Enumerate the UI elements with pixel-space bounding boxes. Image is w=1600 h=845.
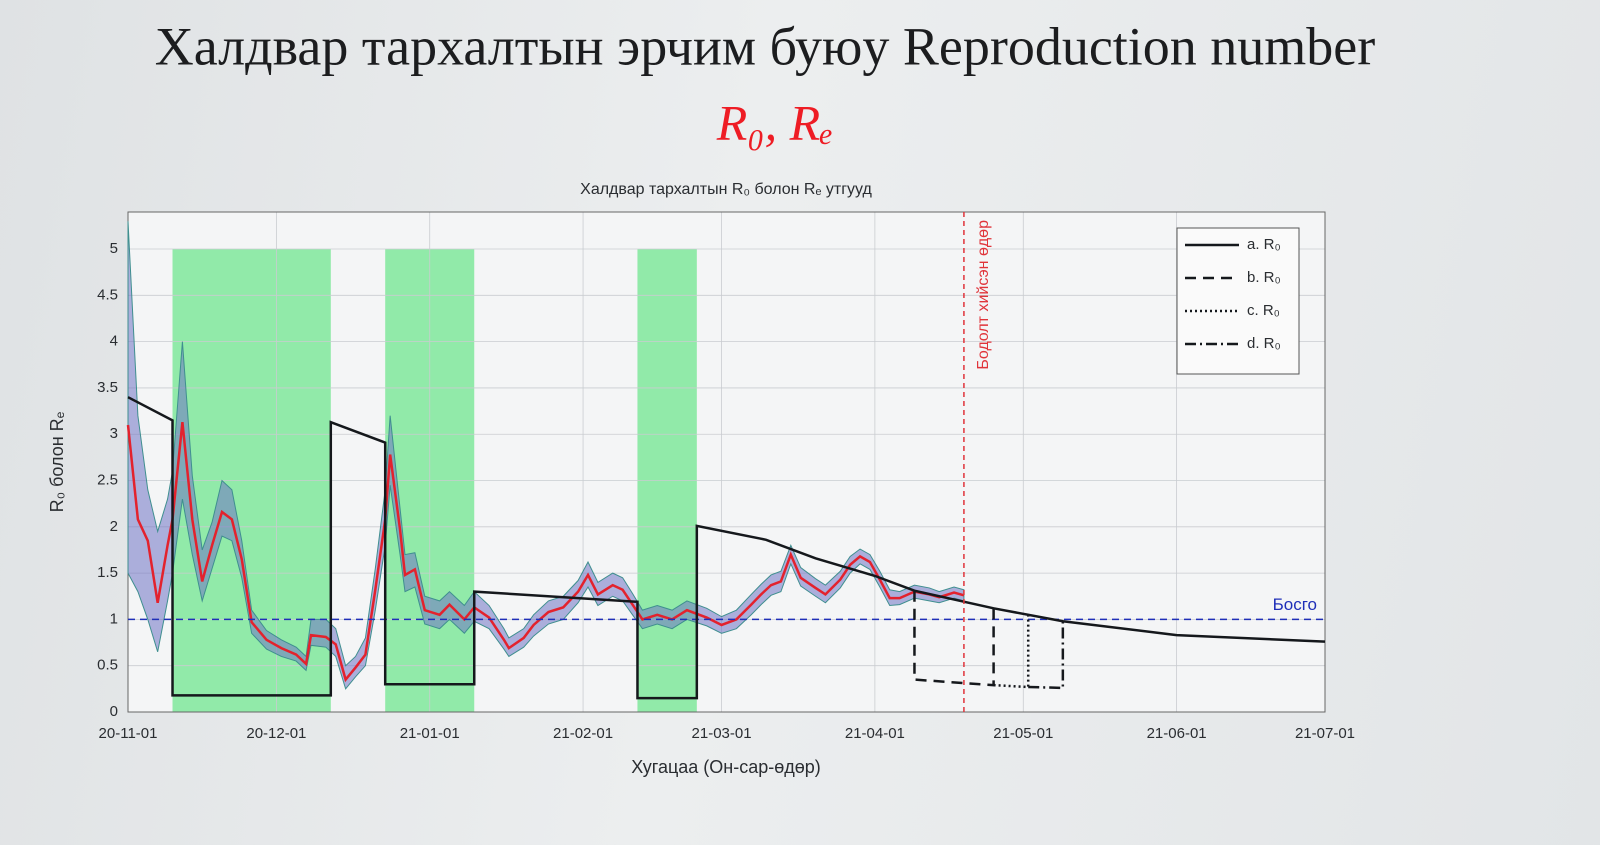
- x-tick-label: 21-07-01: [1295, 725, 1355, 742]
- y-tick-label: 3: [110, 425, 118, 442]
- slide-title: Халдвар тархалтын эрчим буюу Reproductio…: [155, 16, 1376, 76]
- legend-label: b. R₀: [1247, 269, 1281, 286]
- x-tick-label: 21-06-01: [1147, 725, 1207, 742]
- x-tick-label: 21-04-01: [845, 725, 905, 742]
- y-tick-label: 0.5: [97, 657, 118, 674]
- x-tick-label: 21-02-01: [553, 725, 613, 742]
- r0-line: [913, 590, 995, 687]
- y-tick-label: 1: [110, 610, 118, 627]
- y-tick-label: 3.5: [97, 379, 118, 396]
- y-tick-label: 2.5: [97, 471, 118, 488]
- r0-line: [127, 396, 1326, 700]
- y-tick-label: 1.5: [97, 564, 118, 581]
- y-tick-label: 4: [110, 333, 118, 350]
- slide-subtitle: R₀, Rₑ: [716, 94, 834, 150]
- chart-title: Халдвар тархалтын R₀ болон Rₑ утгууд: [580, 181, 872, 198]
- legend-label: a. R₀: [1247, 236, 1281, 253]
- y-tick-label: 4.5: [97, 286, 118, 303]
- x-tick-label: 20-12-01: [246, 725, 306, 742]
- threshold-label: Босго: [1273, 595, 1317, 614]
- x-tick-label: 21-03-01: [692, 725, 752, 742]
- y-tick-label: 2: [110, 518, 118, 535]
- y-axis-label: R₀ болон Rₑ: [47, 411, 67, 512]
- marker-label: Бодолт хийсэн өдөр: [975, 220, 992, 370]
- y-tick-label: 0: [110, 703, 118, 720]
- y-tick-label: 5: [110, 240, 118, 257]
- legend-label: d. R₀: [1247, 335, 1281, 352]
- legend-box: [1176, 227, 1300, 375]
- legend-label: c. R₀: [1247, 302, 1280, 319]
- x-axis-label: Хугацаа (Он-сар-өдөр): [631, 757, 821, 777]
- r0-line: [993, 614, 1030, 689]
- x-tick-label: 20-11-01: [99, 725, 158, 742]
- x-tick-label: 21-05-01: [993, 725, 1053, 742]
- x-tick-label: 21-01-01: [400, 725, 460, 742]
- r0-line: [1028, 621, 1065, 690]
- estimate-line: [126, 422, 965, 683]
